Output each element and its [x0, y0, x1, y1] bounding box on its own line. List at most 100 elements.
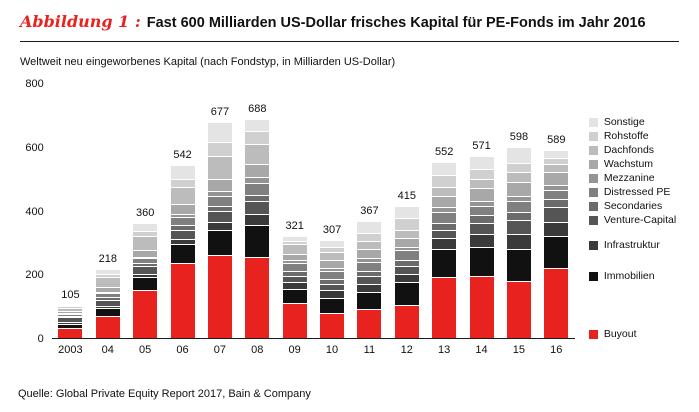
- bar-segment-dachfonds: [170, 186, 195, 205]
- bar-stack: [432, 162, 457, 338]
- bar-segment-venture-capital: [95, 299, 120, 307]
- bar-group: 360: [126, 84, 163, 338]
- bar-segment-infrastruktur: [282, 282, 307, 289]
- bar-segment-immobilien: [133, 277, 158, 291]
- bar-segment-mezzanine: [282, 259, 307, 264]
- bar-segment-immobilien: [207, 229, 232, 256]
- bar-segment-buyout: [469, 275, 494, 338]
- bar-segment-sonstige: [133, 223, 158, 232]
- bar-segment-buyout: [207, 255, 232, 338]
- bar-total-label: 307: [322, 224, 342, 237]
- bar-segment-buyout: [245, 256, 270, 338]
- bar-segment-rohstoffe: [207, 141, 232, 157]
- bar-group: 367: [351, 84, 388, 338]
- bar-segment-wachstum: [320, 259, 345, 268]
- bar-segment-venture-capital: [170, 229, 195, 240]
- bar-total-label: 552: [434, 146, 454, 159]
- bar-segment-venture-capital: [506, 220, 531, 235]
- bar-segment-dachfonds: [394, 229, 419, 238]
- bar-segment-buyout: [544, 267, 569, 338]
- bar-segment-mezzanine: [469, 200, 494, 206]
- bar-stack: [282, 235, 307, 338]
- bar-segment-secondaries: [170, 224, 195, 230]
- bar-segment-secondaries: [506, 212, 531, 221]
- bar-segment-sonstige: [394, 205, 419, 219]
- bar-segment-buyout: [506, 280, 531, 338]
- bar-segment-dachfonds: [320, 251, 345, 260]
- bar-segment-wachstum: [58, 310, 83, 313]
- legend-label: Infrastruktur: [603, 239, 660, 251]
- bar-segment-dachfonds: [245, 143, 270, 165]
- bar-segment-buyout: [170, 263, 195, 338]
- bar-stack: [469, 156, 494, 338]
- legend-label: Venture-Capital: [603, 214, 677, 226]
- bar-segment-distressed-pe: [506, 200, 531, 213]
- bar-stack: [133, 223, 158, 338]
- bar-segment-sonstige: [207, 122, 232, 142]
- bar-segment-mezzanine: [394, 247, 419, 251]
- bar-segment-immobilien: [95, 307, 120, 316]
- bar-segment-buyout: [357, 309, 382, 338]
- bar-segment-mezzanine: [170, 213, 195, 217]
- legend-swatch: [588, 131, 598, 141]
- legend-label: Immobilien: [603, 270, 655, 282]
- legend-swatch: [588, 329, 598, 339]
- x-axis-label: 10: [325, 344, 339, 356]
- bar-segment-rohstoffe: [320, 247, 345, 252]
- bar-segment-distressed-pe: [170, 216, 195, 225]
- bar-segment-rohstoffe: [432, 175, 457, 187]
- bar-segment-wachstum: [282, 253, 307, 260]
- bar-segment-mezzanine: [506, 196, 531, 201]
- bar-group: 105: [52, 84, 89, 338]
- bar-segment-secondaries: [245, 194, 270, 201]
- legend-item-secondaries: Secondaries: [588, 200, 679, 212]
- bar-stack: [245, 118, 270, 338]
- bar-group: 307: [313, 84, 350, 338]
- legend-swatch: [588, 117, 598, 127]
- bar-segment-rohstoffe: [282, 240, 307, 244]
- bar-group: 589: [538, 84, 575, 338]
- bar-segment-distressed-pe: [544, 189, 569, 200]
- bar-segment-secondaries: [207, 205, 232, 211]
- bar-segment-secondaries: [282, 271, 307, 276]
- bar-segment-infrastruktur: [469, 234, 494, 248]
- legend-label: Dachfonds: [603, 144, 655, 156]
- bar-segment-sonstige: [170, 165, 195, 179]
- legend-label: Buyout: [603, 328, 637, 340]
- plot-area: 105 218 360 542 677 688 321 307 367 415 552 571 598 5…: [51, 84, 575, 339]
- x-axis-label: 11: [363, 344, 376, 356]
- bar-segment-distressed-pe: [432, 212, 457, 224]
- legend-swatch: [588, 145, 598, 155]
- bar-segment-distressed-pe: [469, 205, 494, 216]
- bar-group: 218: [89, 84, 126, 338]
- bar-total-label: 367: [360, 205, 379, 218]
- bar-segment-secondaries: [320, 279, 345, 284]
- bar-stack: [357, 221, 382, 338]
- x-axis-label: 12: [400, 344, 413, 356]
- bar-stack: [58, 304, 83, 338]
- bar-segment-rohstoffe: [245, 130, 270, 144]
- figure-header: Abbildung 1 : Fast 600 Milliarden US-Doll…: [20, 12, 679, 42]
- bar-segment-immobilien: [544, 236, 569, 268]
- bar-segment-distressed-pe: [357, 261, 382, 272]
- bar-segment-rohstoffe: [58, 306, 83, 308]
- bar-segment-dachfonds: [469, 178, 494, 189]
- bar-segment-dachfonds: [432, 186, 457, 197]
- bar-segment-sonstige: [432, 162, 457, 176]
- bar-segment-immobilien: [432, 248, 457, 278]
- bar-segment-sonstige: [245, 118, 270, 131]
- bar-stack: [394, 205, 419, 338]
- bar-segment-venture-capital: [357, 275, 382, 284]
- bar-segment-wachstum: [357, 248, 382, 259]
- bar-segment-sonstige: [544, 150, 569, 158]
- bar-segment-mezzanine: [432, 207, 457, 213]
- bar-segment-mezzanine: [544, 185, 569, 190]
- bar-total-label: 360: [135, 207, 155, 220]
- bar-segment-distressed-pe: [207, 196, 232, 206]
- legend-swatch: [588, 271, 598, 281]
- bar-segment-mezzanine: [58, 312, 83, 315]
- bar-segment-buyout: [95, 315, 120, 338]
- bar-segment-infrastruktur: [170, 239, 195, 244]
- bar-group: 598: [500, 84, 537, 338]
- bar-group: 552: [425, 84, 462, 338]
